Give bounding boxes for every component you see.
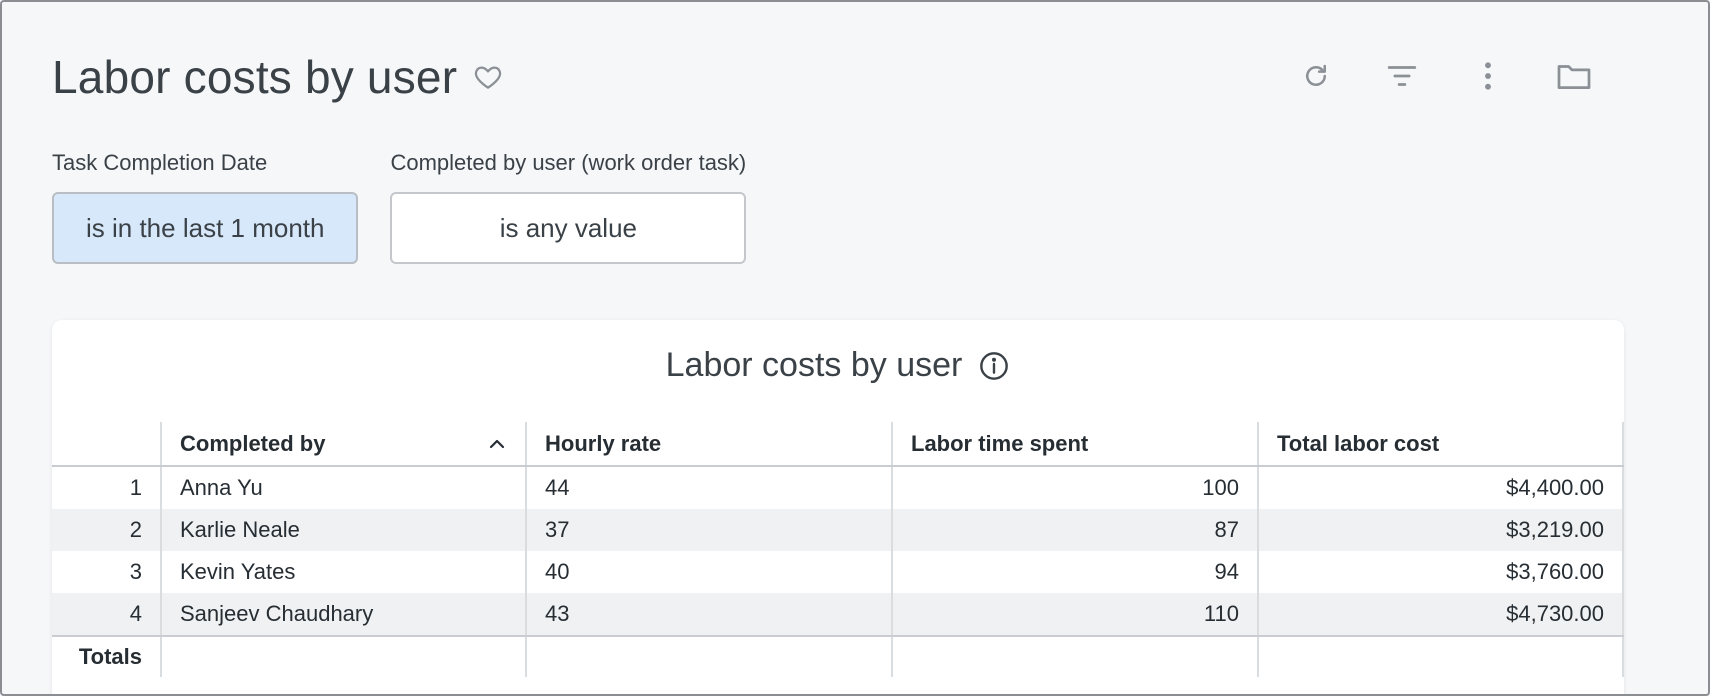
filter-value-chip[interactable]: is any value [390,192,747,264]
heart-icon[interactable] [473,62,503,92]
filter-label: Task Completion Date [52,150,268,175]
tile-title: Labor costs by user [665,346,963,384]
cell-hourly-rate: 43 [525,593,891,635]
header-index-cell [52,422,160,465]
cell-hourly-rate: 44 [525,467,891,509]
table-header-row: Completed by Hourly rate Labor time spen… [52,422,1624,467]
dashboard-toolbar [1254,54,1598,102]
cell-completed-by: Sanjeev Chaudhary [160,593,525,635]
column-header-completed-by[interactable]: Completed by [160,422,525,465]
filter-value-chip[interactable]: is in the last 1 month [52,192,359,264]
chevron-up-icon[interactable] [487,434,507,454]
column-header-labor-time-spent[interactable]: Labor time spent [891,422,1257,465]
cell-completed-by: Anna Yu [160,467,525,509]
column-header-hourly-rate[interactable]: Hourly rate [525,422,891,465]
cell-labor-time-spent: 110 [891,593,1257,635]
folder-icon [1556,61,1592,96]
row-index: 2 [129,517,142,542]
totals-cell [525,637,891,677]
filter-label: Completed by user (work order task) [390,150,747,175]
totals-cell [160,637,525,677]
column-header-label: Completed by [180,430,326,456]
refresh-icon [1301,61,1331,96]
report-tile: Labor costs by user Completed by [52,320,1624,694]
row-index: 1 [129,475,142,500]
column-header-total-labor-cost[interactable]: Total labor cost [1257,422,1624,465]
tile-title-row: Labor costs by user [52,346,1624,385]
filter-icon [1385,61,1419,96]
data-table: Completed by Hourly rate Labor time spen… [52,422,1624,677]
totals-cell [1257,637,1624,677]
cell-completed-by: Karlie Neale [160,509,525,551]
filter-bar: Task Completion Date is in the last 1 mo… [52,150,747,264]
cell-total-labor-cost: $3,760.00 [1257,551,1624,593]
filter-completed-by-user: Completed by user (work order task) is a… [390,150,747,264]
filter-button[interactable] [1378,54,1426,102]
cell-total-labor-cost: $4,400.00 [1257,467,1624,509]
info-icon[interactable] [978,350,1010,382]
refresh-button[interactable] [1292,54,1340,102]
cell-hourly-rate: 40 [525,551,891,593]
totals-label: Totals [78,644,142,669]
cell-completed-by: Kevin Yates [160,551,525,593]
cell-labor-time-spent: 100 [891,467,1257,509]
table-row: 4 Sanjeev Chaudhary 43 110 $4,730.00 [52,593,1624,635]
row-index: 4 [129,601,142,626]
table-row: 2 Karlie Neale 37 87 $3,219.00 [52,509,1624,551]
table-row: 1 Anna Yu 44 100 $4,400.00 [52,467,1624,509]
more-vertical-icon [1482,60,1494,97]
folder-button[interactable] [1550,54,1598,102]
totals-row: Totals [52,635,1624,677]
cell-hourly-rate: 37 [525,509,891,551]
page-header: Labor costs by user [52,42,503,112]
filter-task-completion-date: Task Completion Date is in the last 1 mo… [52,150,359,264]
cell-total-labor-cost: $4,730.00 [1257,593,1624,635]
row-index: 3 [129,559,142,584]
more-options-button[interactable] [1464,54,1512,102]
cell-labor-time-spent: 94 [891,551,1257,593]
totals-cell [891,637,1257,677]
cell-total-labor-cost: $3,219.00 [1257,509,1624,551]
table-row: 3 Kevin Yates 40 94 $3,760.00 [52,551,1624,593]
page-title: Labor costs by user [52,51,458,103]
cell-labor-time-spent: 87 [891,509,1257,551]
